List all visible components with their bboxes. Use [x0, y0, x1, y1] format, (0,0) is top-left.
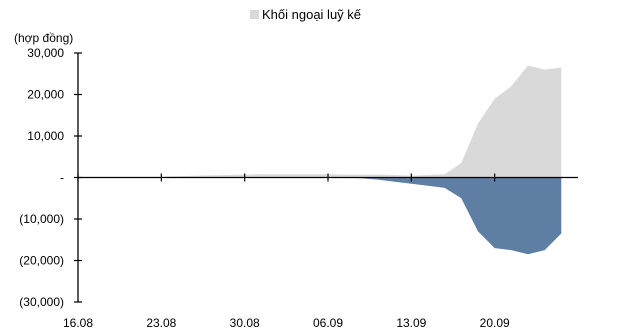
x-ticks: 16.08 23.08 30.08 06.09 13.09 20.09: [63, 173, 510, 330]
series-area-1: [78, 177, 562, 255]
x-tick-label: 13.09: [396, 316, 426, 330]
y-tick-label: 10,000: [27, 129, 64, 143]
y-tick-label: (10,000): [19, 212, 64, 226]
x-tick-label: 16.08: [63, 316, 93, 330]
series-areas: [78, 65, 562, 255]
legend-swatch: [250, 10, 259, 19]
y-tick-label: -: [60, 171, 64, 185]
x-tick-label: 20.09: [480, 316, 510, 330]
y-tick-label: (20,000): [19, 254, 64, 268]
y-tick-label: (30,000): [19, 295, 64, 309]
y-tick-label: 20,000: [27, 88, 64, 102]
x-tick-label: 06.09: [313, 316, 343, 330]
legend: Khối ngoại luỹ kế: [250, 7, 362, 22]
x-tick-label: 30.08: [230, 316, 260, 330]
legend-label: Khối ngoại luỹ kế: [262, 7, 362, 22]
y-ticks: 30,000 20,000 10,000 - (10,000) (20,000) (30,0…: [19, 46, 82, 309]
y-tick-label: 30,000: [27, 46, 64, 60]
x-tick-label: 23.08: [146, 316, 176, 330]
series-area-0: [78, 65, 562, 178]
y-unit-label: (hợp đồng): [14, 31, 73, 45]
